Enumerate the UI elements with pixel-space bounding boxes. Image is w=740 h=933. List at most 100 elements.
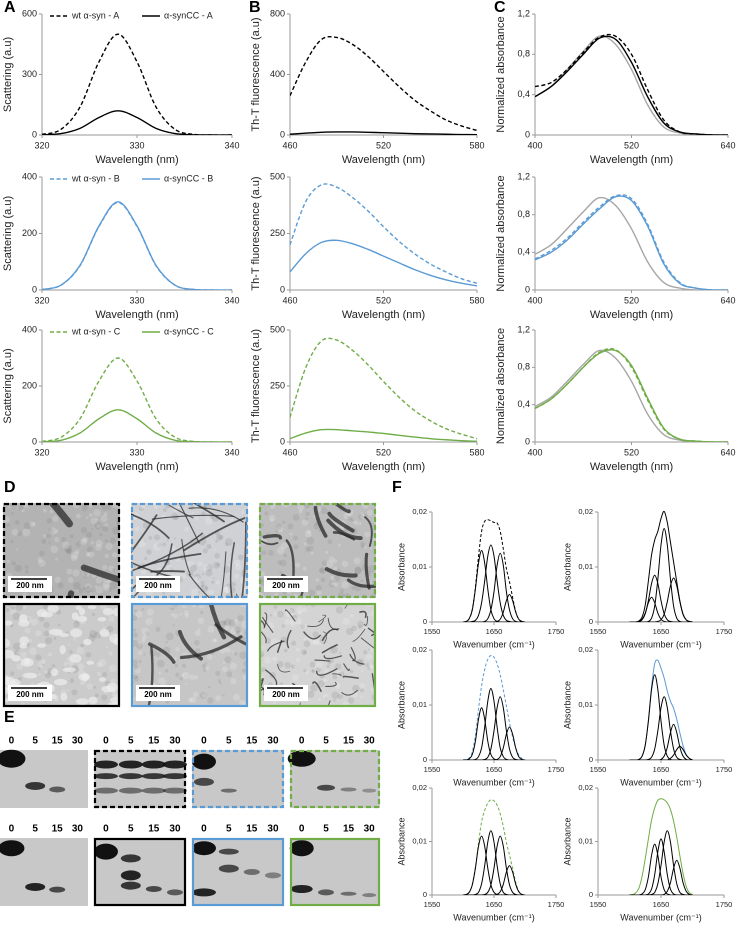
gel-band — [218, 864, 239, 873]
fibril — [260, 540, 279, 546]
grain — [297, 610, 302, 615]
grain — [187, 560, 194, 567]
grain — [81, 505, 88, 512]
grain — [224, 656, 232, 664]
grain — [134, 665, 139, 670]
gel-band — [264, 872, 281, 879]
blob — [19, 636, 29, 646]
grain — [234, 573, 240, 579]
grain — [48, 527, 53, 533]
lane-label: 15 — [246, 824, 258, 835]
panel-label: D — [4, 479, 16, 496]
gel-band — [191, 841, 216, 856]
line-chart: 0 250 500 460 520 580 Wavelength (nm) Th-T fluo… — [250, 171, 485, 321]
grain — [207, 697, 214, 704]
fibril — [313, 505, 328, 538]
grain — [66, 549, 71, 554]
grain — [349, 669, 354, 674]
series-line — [629, 745, 693, 760]
grain — [354, 567, 362, 574]
grain — [332, 674, 338, 680]
grain — [324, 669, 329, 674]
fibril — [132, 532, 204, 571]
grain — [235, 563, 242, 571]
grain — [86, 587, 89, 590]
grain — [302, 607, 308, 613]
grain — [358, 514, 364, 520]
series-line — [629, 723, 693, 760]
fibril — [307, 619, 324, 627]
grain — [155, 652, 161, 658]
grain — [273, 612, 277, 616]
series-line — [462, 549, 525, 622]
grain — [204, 662, 207, 665]
grain — [179, 612, 183, 616]
grain — [136, 643, 143, 650]
fibril — [344, 603, 351, 609]
grain — [55, 557, 58, 561]
line-chart: 0 0,4 0,8 1,2 400 520 640 Wavelength (nm) Normal… — [495, 324, 736, 473]
gel-band — [49, 786, 66, 793]
gel-band — [191, 753, 216, 770]
gel-band — [93, 760, 118, 769]
grain — [67, 577, 74, 584]
grain — [289, 617, 296, 624]
gel: 0 5 15 30 — [0, 736, 88, 808]
grain — [200, 610, 204, 615]
grain — [24, 565, 29, 569]
series-line — [462, 519, 526, 622]
x-tick-label: 1550 — [424, 765, 441, 774]
grain — [272, 656, 278, 662]
grain — [75, 513, 81, 519]
x-axis-label: Wavenumber (cm⁻¹) — [620, 777, 701, 787]
fibril — [371, 632, 376, 637]
micrograph: 200 nm — [130, 602, 249, 708]
grain — [286, 544, 289, 547]
grain — [332, 582, 337, 587]
x-axis-label: Wavelength (nm) — [95, 154, 178, 166]
grain — [90, 541, 95, 545]
grain — [162, 591, 166, 595]
grain — [359, 688, 365, 693]
grain — [239, 651, 247, 660]
grain — [208, 685, 211, 689]
grain — [286, 609, 294, 617]
grain — [358, 522, 362, 526]
gel-border — [289, 837, 381, 907]
grain — [95, 518, 99, 521]
grain — [367, 667, 371, 671]
grain — [364, 531, 371, 538]
grain — [69, 534, 74, 539]
grain — [350, 585, 356, 591]
x-tick-label: 340 — [224, 447, 239, 457]
y-tick-label: 0,02 — [578, 507, 593, 516]
fibril — [323, 655, 343, 660]
fibril — [181, 538, 191, 576]
gel-band — [340, 787, 357, 792]
y-tick-label: 0,01 — [578, 562, 593, 571]
x-tick-label: 400 — [527, 140, 542, 150]
grain — [22, 605, 27, 609]
grain — [193, 675, 199, 680]
grain — [80, 643, 84, 648]
gel-band — [162, 787, 187, 794]
grain — [77, 663, 84, 670]
gel-band — [317, 784, 335, 791]
grain — [3, 516, 11, 523]
grain — [197, 591, 200, 594]
grain — [334, 663, 342, 670]
grain — [15, 603, 23, 611]
grain — [222, 666, 228, 673]
grain — [230, 628, 237, 635]
series-line — [42, 357, 232, 442]
x-tick-label: 580 — [469, 447, 484, 457]
gel-band — [120, 854, 141, 863]
grain — [362, 649, 368, 655]
grain — [103, 512, 108, 516]
grain — [16, 650, 22, 656]
x-tick-label: 340 — [224, 295, 239, 305]
lane-label: 15 — [52, 736, 64, 747]
x-tick-label: 640 — [720, 447, 735, 457]
fibril — [303, 631, 321, 640]
grain — [141, 607, 145, 611]
